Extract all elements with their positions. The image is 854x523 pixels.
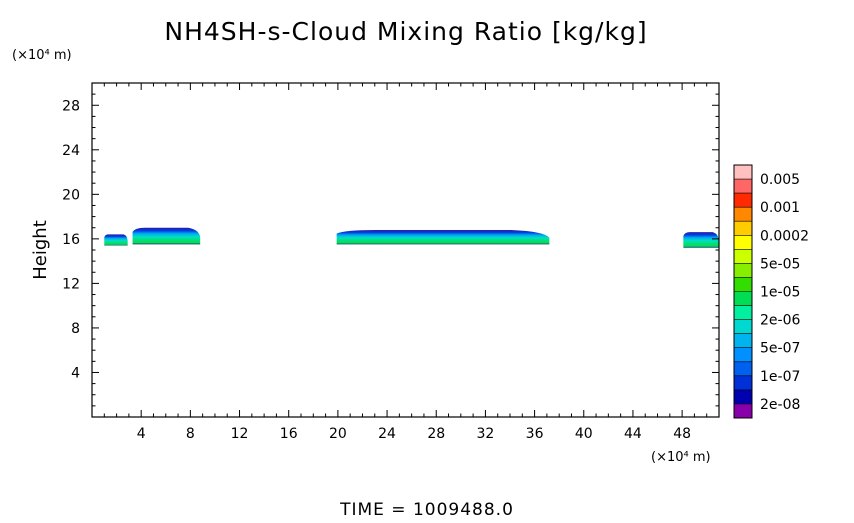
colorbar-swatch — [734, 347, 752, 363]
x-tick-label: 4 — [137, 426, 146, 442]
x-unit-label: (×10⁴ m) — [651, 450, 711, 465]
y-tick-label: 24 — [62, 143, 80, 159]
y-tick-label: 20 — [62, 187, 80, 203]
colorbar-label: 1e-05 — [760, 285, 800, 301]
x-tick-label: 28 — [427, 426, 445, 442]
colorbar-swatch — [734, 291, 752, 306]
x-tick-label: 12 — [231, 426, 249, 442]
colorbar-swatch — [734, 249, 752, 264]
cloud-layer-2 — [132, 227, 201, 245]
x-tick-label: 36 — [526, 426, 544, 442]
colorbar-label: 0.001 — [760, 200, 800, 216]
colorbar-swatch — [734, 375, 752, 391]
x-tick-label: 32 — [476, 426, 494, 442]
colorbar-swatch — [734, 319, 752, 334]
x-tick-label: 8 — [186, 426, 195, 442]
y-tick-label: 16 — [62, 232, 80, 248]
colorbar-swatch — [734, 207, 752, 222]
colorbar-swatch — [734, 333, 752, 349]
colorbar-swatch — [734, 221, 752, 236]
y-axis-label: Height — [30, 220, 51, 280]
y-tick-label: 8 — [71, 321, 80, 337]
colorbar-swatch — [734, 165, 752, 180]
y-tick-label: 4 — [71, 365, 80, 381]
x-tick-label: 44 — [624, 426, 642, 442]
colorbar-label: 1e-07 — [760, 369, 800, 385]
colorbar-swatch — [734, 277, 752, 292]
colorbar-label: 0.0002 — [760, 228, 809, 244]
cloud-layer-1 — [104, 234, 128, 246]
y-unit-label: (×10⁴ m) — [12, 48, 72, 63]
x-tick-label: 24 — [378, 426, 396, 442]
colorbar-swatch — [734, 389, 752, 405]
colorbar-label: 2e-06 — [760, 313, 800, 329]
plot-frame — [91, 82, 720, 418]
y-tick-label: 28 — [62, 98, 80, 114]
x-tick-label: 40 — [575, 426, 593, 442]
x-tick-label: 48 — [673, 426, 691, 442]
colorbar: 0.005 0.001 0.0002 5e-05 1e-05 2e-06 5e-07 1e-0… — [733, 164, 809, 419]
y-tick-label: 12 — [62, 276, 80, 292]
colorbar-swatch — [734, 305, 752, 320]
colorbar-swatch — [734, 193, 752, 208]
time-label: TIME = 1009488.0 — [339, 500, 514, 519]
colorbar-swatch — [734, 403, 752, 419]
colorbar-swatch — [734, 179, 752, 194]
chart-title: NH4SH-s-Cloud Mixing Ratio [kg/kg] — [164, 17, 647, 46]
colorbar-swatch — [734, 235, 752, 250]
cloud-layer-3 — [336, 229, 550, 245]
colorbar-label: 2e-08 — [760, 397, 800, 413]
colorbar-label: 5e-07 — [760, 341, 800, 357]
colorbar-label: 0.005 — [760, 172, 800, 188]
colorbar-label: 5e-05 — [760, 256, 800, 272]
x-tick-label: 20 — [329, 426, 347, 442]
cloud-layer-4 — [683, 232, 719, 248]
colorbar-swatch — [734, 263, 752, 278]
x-tick-label: 16 — [280, 426, 298, 442]
colorbar-swatch — [734, 361, 752, 377]
